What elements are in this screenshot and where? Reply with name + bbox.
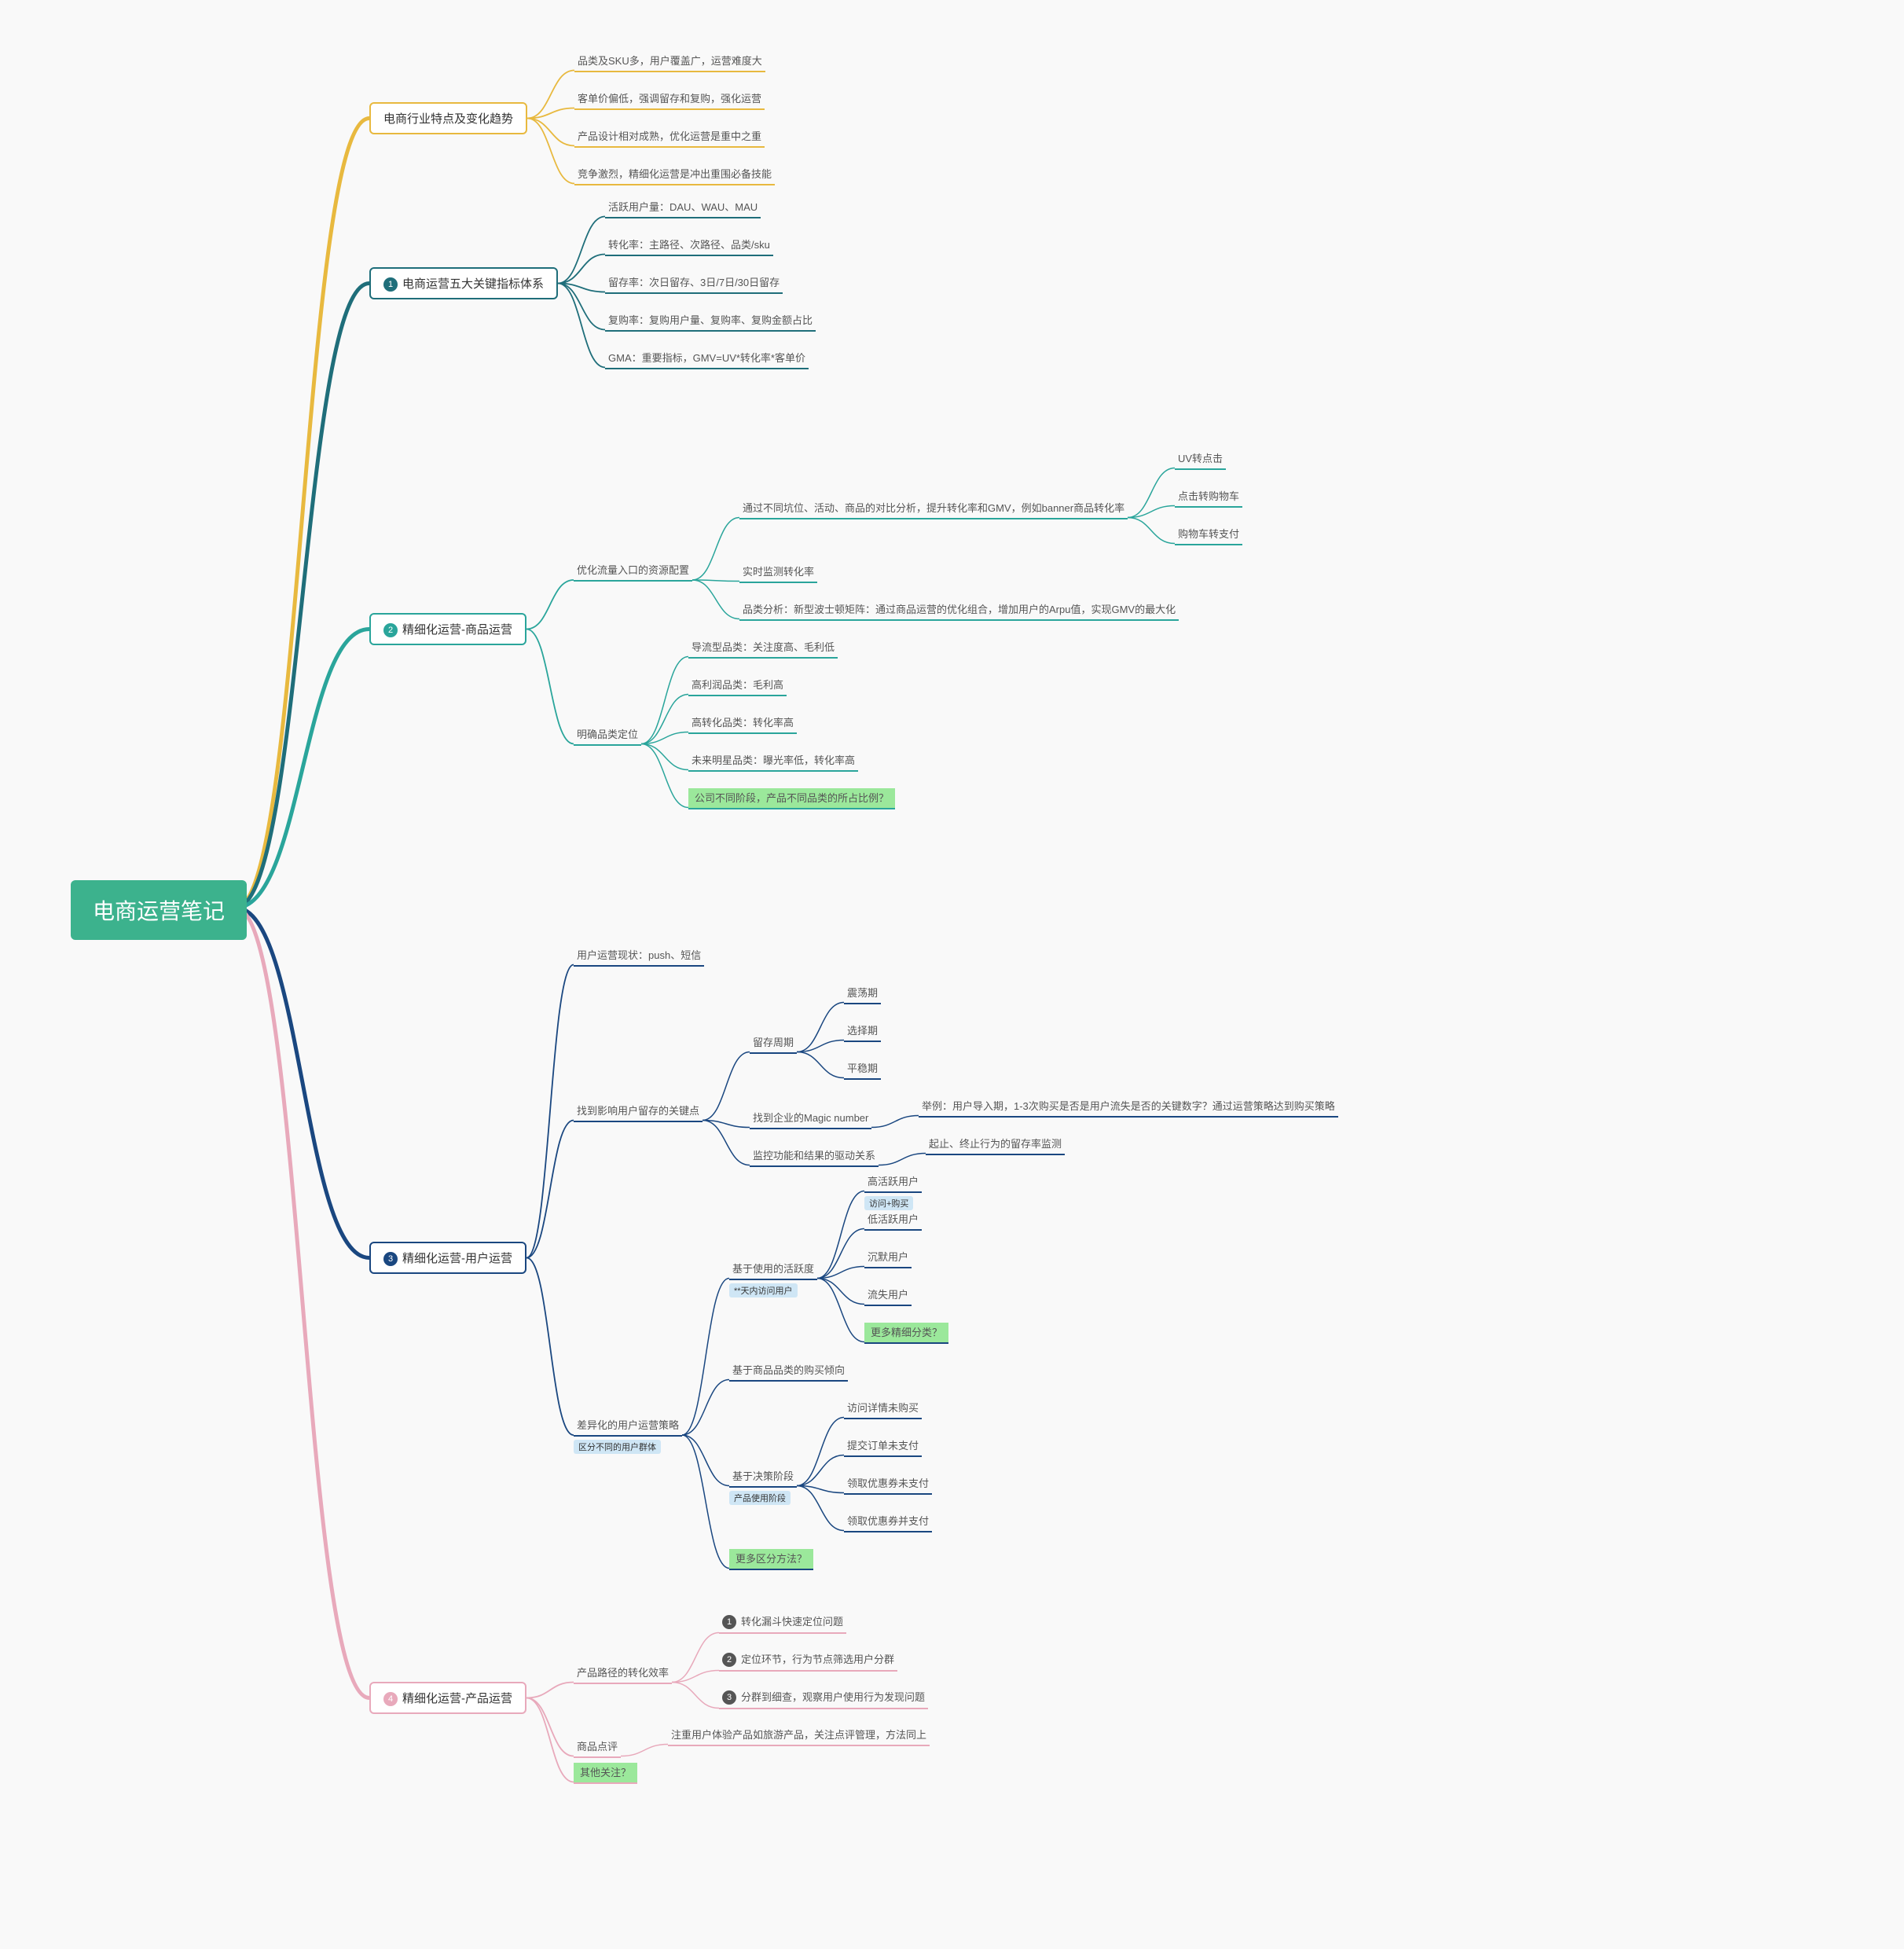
node-leaf: 2定位环节，行为节点筛选用户分群 [719,1650,897,1672]
node-leaf: 高利润品类：毛利高 [688,675,787,696]
node-leaf: 流失用户 [864,1285,912,1306]
branch-b4: 3精细化运营-用户运营 [369,1242,526,1274]
node-leaf: 未来明星品类：曝光率低，转化率高 [688,751,858,772]
node-leaf: 选择期 [844,1021,881,1042]
root-node: 电商运营笔记 [71,880,247,940]
node-leaf: 差异化的用户运营策略 [574,1415,682,1437]
node-leaf: 更多区分方法？ [729,1549,813,1570]
node-leaf: 产品设计相对成熟，优化运营是重中之重 [574,127,765,148]
node-leaf: 转化率：主路径、次路径、品类/sku [605,235,773,256]
node-leaf: 留存率：次日留存、3日/7日/30日留存 [605,273,783,294]
mindmap: 电商运营笔记 电商行业特点及变化趋势 品类及SKU多，用户覆盖广，运营难度大客单价偏… [31,31,1904,1918]
node-leaf: 举例：用户导入期，1-3次购买是否是用户流失是否的关键数字？通过运营策略达到购买… [919,1096,1338,1118]
node-leaf: 购物车转支付 [1175,524,1242,545]
node-leaf: 更多精细分类？ [864,1323,948,1344]
node-leaf: 公司不同阶段，产品不同品类的所占比例？ [688,788,895,809]
node-note: 访问+购买 [864,1196,913,1210]
node-leaf: 通过不同坑位、活动、商品的对比分析，提升转化率和GMV，例如banner商品转化… [739,498,1128,519]
node-leaf: 基于商品品类的购买倾向 [729,1360,848,1382]
node-leaf: 高活跃用户 [864,1172,922,1193]
node-note: 产品使用阶段 [729,1491,791,1505]
node-leaf: 沉默用户 [864,1247,912,1268]
node-leaf: 领取优惠券并支付 [844,1511,932,1532]
node-leaf: GMA：重要指标，GMV=UV*转化率*客单价 [605,348,809,369]
node-note: 区分不同的用户群体 [574,1440,661,1454]
branch-b2: 1电商运营五大关键指标体系 [369,267,558,299]
node-leaf: 复购率：复购用户量、复购率、复购金额占比 [605,310,816,332]
node-leaf: 导流型品类：关注度高、毛利低 [688,637,838,659]
node-leaf: 高转化品类：转化率高 [688,713,797,734]
node-leaf: 1转化漏斗快速定位问题 [719,1612,846,1635]
node-leaf: 低活跃用户 [864,1209,922,1231]
node-leaf: 实时监测转化率 [739,562,817,583]
node-leaf: 找到企业的Magic number [750,1108,871,1129]
node-leaf: UV转点击 [1175,449,1226,470]
node-leaf: 其他关注？ [574,1763,637,1784]
node-leaf: 基于使用的活跃度 [729,1259,817,1280]
node-leaf: 留存周期 [750,1033,797,1054]
node-leaf: 找到影响用户留存的关键点 [574,1101,703,1122]
node-leaf: 平稳期 [844,1059,881,1080]
node-leaf: 品类及SKU多，用户覆盖广，运营难度大 [574,51,765,72]
connectors [31,31,1904,1918]
branch-b3: 2精细化运营-商品运营 [369,613,526,645]
node-leaf: 提交订单未支付 [844,1436,922,1457]
node-leaf: 商品点评 [574,1737,621,1758]
node-leaf: 访问详情未购买 [844,1398,922,1419]
node-leaf: 竞争激烈，精细化运营是冲出重围必备技能 [574,164,775,185]
node-leaf: 明确品类定位 [574,725,641,746]
branch-b5: 4精细化运营-产品运营 [369,1682,526,1714]
node-leaf: 起止、终止行为的留存率监测 [926,1134,1065,1155]
node-leaf: 注重用户体验产品如旅游产品，关注点评管理，方法同上 [668,1725,930,1746]
node-leaf: 产品路径的转化效率 [574,1663,672,1684]
node-leaf: 震荡期 [844,983,881,1004]
branch-b1: 电商行业特点及变化趋势 [369,102,527,134]
node-leaf: 监控功能和结果的驱动关系 [750,1146,879,1167]
node-leaf: 3分群到细查，观察用户使用行为发现问题 [719,1687,928,1710]
node-leaf: 活跃用户量：DAU、WAU、MAU [605,197,761,218]
node-leaf: 优化流量入口的资源配置 [574,560,692,582]
node-leaf: 用户运营现状：push、短信 [574,945,704,967]
node-leaf: 领取优惠券未支付 [844,1474,932,1495]
node-leaf: 基于决策阶段 [729,1466,797,1488]
node-note: **天内访问用户 [729,1283,798,1297]
node-leaf: 客单价偏低，强调留存和复购，强化运营 [574,89,765,110]
node-leaf: 品类分析：新型波士顿矩阵：通过商品运营的优化组合，增加用户的Arpu值，实现GM… [739,600,1179,621]
node-leaf: 点击转购物车 [1175,486,1242,508]
